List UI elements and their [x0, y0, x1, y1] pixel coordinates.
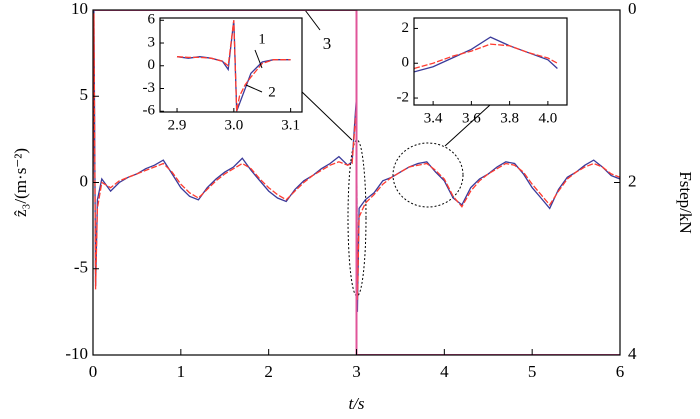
x-tick-label: 3.6: [462, 110, 481, 126]
y-tick-label: 10: [71, 0, 88, 18]
y-tick-label: 3: [148, 34, 156, 50]
y-tick-label: -2: [397, 89, 410, 105]
series-line: [414, 36, 558, 73]
x-tick-label: 0: [89, 362, 98, 381]
y2-tick-label: 2: [628, 171, 637, 190]
x-tick-label: 2: [264, 362, 273, 381]
y2-tick-label: 0: [628, 0, 637, 18]
annotation-leader: [254, 49, 263, 69]
y-tick-label: 6: [148, 12, 156, 28]
x-tick-label: 4.0: [539, 110, 558, 126]
plot-frame: [413, 17, 568, 106]
x-axis-label: t/s: [348, 394, 364, 413]
x-tick-label: 3.4: [424, 110, 443, 126]
leader-line: [304, 9, 321, 31]
plot-frame: [159, 17, 303, 113]
highlight-ellipse: [392, 142, 464, 208]
x-tick-label: 3.1: [281, 117, 300, 133]
annotation: 2: [268, 84, 276, 100]
x-tick-label: 2.9: [168, 117, 187, 133]
series-line: [414, 43, 558, 70]
inset-background: [160, 18, 302, 112]
x-tick-label: 1: [177, 362, 186, 381]
x-tick-label: 6: [616, 362, 625, 381]
x-tick-label: 3.8: [500, 110, 519, 126]
annotation-leader: [245, 84, 263, 93]
annotation: 1: [258, 31, 266, 47]
series-line: [93, 13, 620, 300]
leader-line: [444, 104, 491, 147]
highlight-ellipse: [347, 139, 367, 297]
y-tick-label: -5: [74, 258, 88, 277]
y-tick-label: -3: [143, 80, 156, 96]
y-tick-label: -6: [143, 103, 156, 119]
y2-tick-label: 4: [628, 344, 637, 363]
series-line: [176, 20, 291, 112]
x-tick-label: 3: [352, 362, 361, 381]
y-tick-label: -10: [65, 344, 88, 363]
leader-line: [299, 89, 353, 141]
y2-axis-label: Fstep/kN: [676, 171, 695, 233]
x-tick-label: 4: [440, 362, 449, 381]
y-tick-label: 0: [402, 55, 410, 71]
series-line: [93, 10, 620, 355]
x-tick-label: 3.0: [224, 117, 243, 133]
annotation: 3: [323, 34, 332, 53]
y-tick-label: 2: [402, 20, 410, 36]
x-tick-label: 5: [528, 362, 537, 381]
y-tick-label: 0: [80, 171, 89, 190]
y-axis-label: ẑ₃/(m·s⁻²): [11, 148, 30, 217]
y-tick-label: 0: [148, 57, 156, 73]
y-tick-label: 5: [80, 85, 89, 104]
